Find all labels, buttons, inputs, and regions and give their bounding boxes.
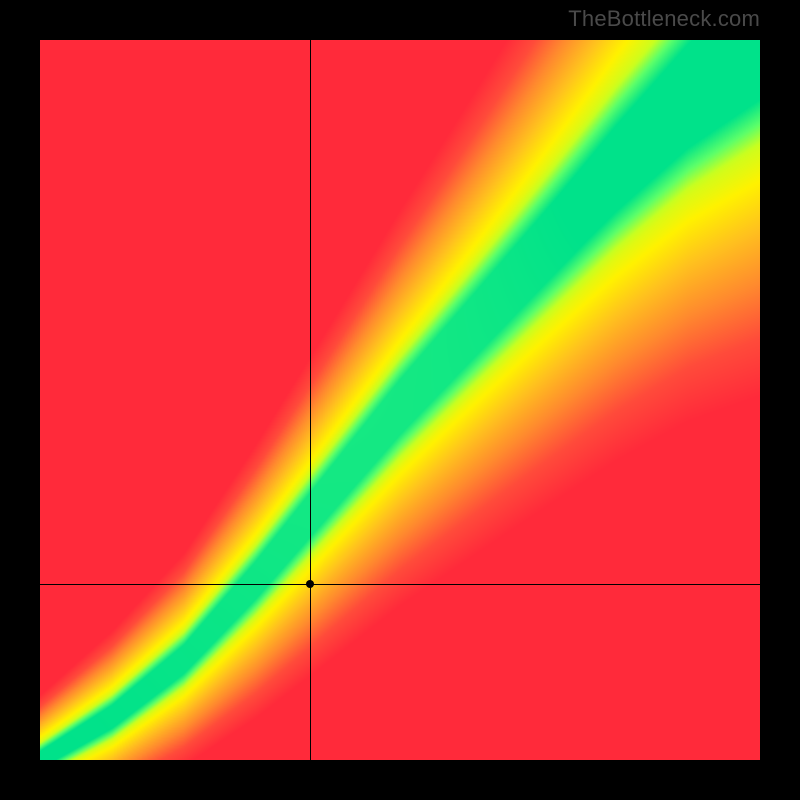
crosshair-vertical bbox=[310, 40, 311, 760]
crosshair-marker bbox=[306, 580, 314, 588]
watermark-text: TheBottleneck.com bbox=[568, 6, 760, 32]
heatmap-canvas bbox=[40, 40, 760, 760]
heatmap-plot bbox=[40, 40, 760, 760]
crosshair-horizontal bbox=[40, 584, 760, 585]
